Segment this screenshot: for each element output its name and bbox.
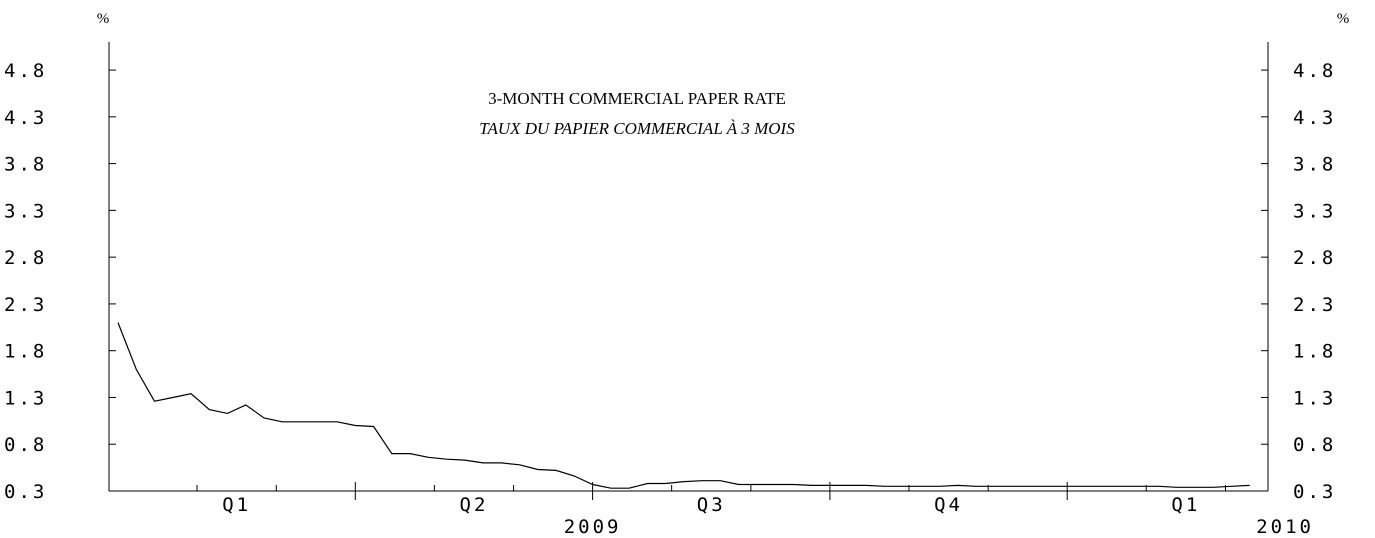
right-y-tick-label: 3.8 — [1293, 154, 1336, 176]
left-y-tick-label: 2.8 — [4, 247, 47, 269]
right-y-tick-label: 2.3 — [1293, 294, 1336, 316]
left-y-tick-label: 0.8 — [4, 434, 47, 456]
rate-series-line — [117, 322, 1250, 489]
quarter-label: Q1 — [222, 494, 251, 516]
tick-labels: 0.3 0.3 0.8 0.8 1.3 1.3 1.8 1.8 2.3 2.3 2.8 2.8 3.3 3… — [4, 60, 1336, 538]
quarter-label: Q1 — [1171, 494, 1200, 516]
left-y-tick-label: 4.3 — [4, 107, 47, 129]
left-unit-label: % — [97, 11, 110, 27]
right-y-tick-label: 1.8 — [1293, 341, 1336, 363]
left-y-tick-label: 1.8 — [4, 341, 47, 363]
series-group — [117, 322, 1250, 489]
right-y-tick-label: 2.8 — [1293, 247, 1336, 269]
year-label: 2010 — [1256, 516, 1314, 538]
quarter-label: Q3 — [697, 494, 726, 516]
left-y-tick-label: 4.8 — [4, 60, 47, 82]
ticks — [109, 69, 1268, 500]
left-y-tick-label: 3.8 — [4, 154, 47, 176]
right-y-tick-label: 4.8 — [1293, 60, 1336, 82]
right-y-tick-label: 4.3 — [1293, 107, 1336, 129]
chart-subtitle: TAUX DU PAPIER COMMERCIAL À 3 MOIS — [479, 119, 795, 138]
year-label: 2009 — [564, 516, 622, 538]
chart-title: 3-MONTH COMMERCIAL PAPER RATE — [488, 89, 786, 108]
axes — [108, 42, 1269, 492]
left-y-tick-label: 0.3 — [4, 481, 47, 503]
right-y-tick-label: 0.8 — [1293, 434, 1336, 456]
quarter-label: Q2 — [460, 494, 489, 516]
left-y-tick-label: 3.3 — [4, 200, 47, 222]
left-y-tick-label: 1.3 — [4, 387, 47, 409]
right-y-tick-label: 3.3 — [1293, 200, 1336, 222]
right-unit-label: % — [1337, 11, 1350, 27]
quarter-label: Q4 — [934, 494, 963, 516]
left-y-tick-label: 2.3 — [4, 294, 47, 316]
right-y-tick-label: 1.3 — [1293, 387, 1336, 409]
right-y-tick-label: 0.3 — [1293, 481, 1336, 503]
